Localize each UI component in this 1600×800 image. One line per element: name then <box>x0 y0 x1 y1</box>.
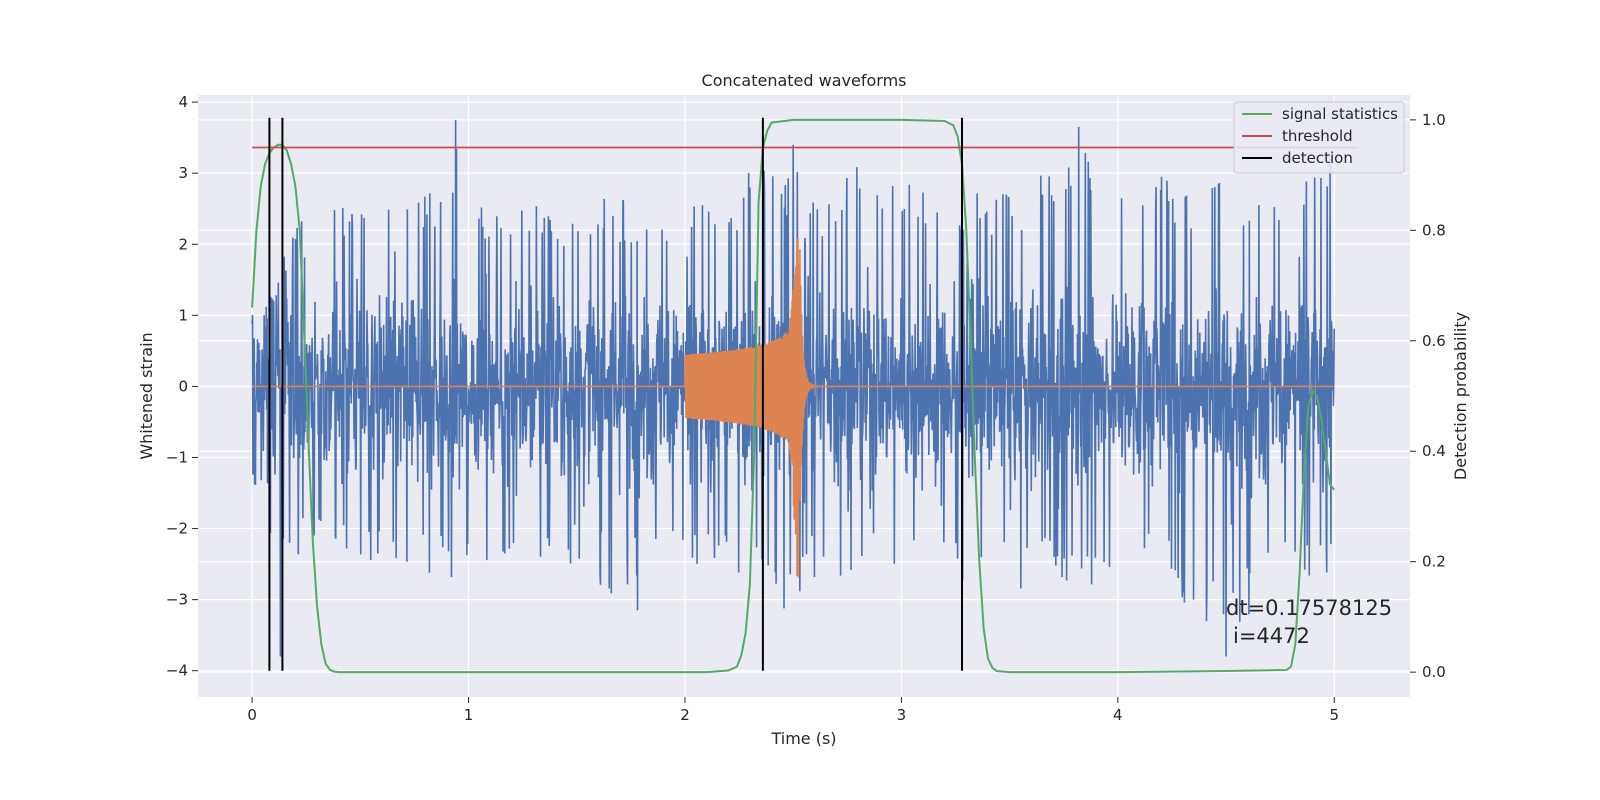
x-tick-label: 4 <box>1113 706 1123 724</box>
x-tick-label: 3 <box>897 706 907 724</box>
y-tick-label: −3 <box>166 591 188 609</box>
signal-statistics-line <box>251 118 1336 674</box>
y2-tick-label: 0.8 <box>1422 221 1446 239</box>
x-tick-label: 1 <box>464 706 474 724</box>
y2-tick-label: 0.2 <box>1422 553 1446 571</box>
y-tick-label: 0 <box>178 377 188 395</box>
strain-noise-line <box>251 119 1336 657</box>
legend: signal statistics threshold detection <box>1233 101 1405 174</box>
y2-tick-label: 0.0 <box>1422 663 1446 681</box>
y2-tick-label: 0.6 <box>1422 332 1446 350</box>
chart-title: Concatenated waveforms <box>702 71 907 90</box>
y2-tick-label: 0.4 <box>1422 442 1446 460</box>
legend-box <box>1233 101 1405 174</box>
y-tick-label: 3 <box>178 164 188 182</box>
y-tick-label: 2 <box>178 235 188 253</box>
probability-series-layer <box>251 117 1356 674</box>
annotation-index: i=4472 <box>1233 624 1310 648</box>
x-axis-title: Time (s) <box>770 729 836 748</box>
x-tick-label: 5 <box>1329 706 1339 724</box>
y2-tick-label: 1.0 <box>1422 111 1446 129</box>
y-tick-label: −4 <box>166 662 188 680</box>
y-axis-title: Whitened strain <box>137 332 156 459</box>
legend-label-threshold: threshold <box>1282 127 1353 145</box>
y2-axis-title: Detection probability <box>1451 312 1470 480</box>
annotation-dt: dt=0.17578125 <box>1226 596 1392 620</box>
strain-chirp-line <box>252 237 1335 578</box>
y-tick-label: 1 <box>178 306 188 324</box>
y-tick-label: −1 <box>166 448 188 466</box>
axes-layer: 0 1 2 3 4 5 −4 −3 −2 −1 0 1 2 3 4 0.0 0.2 0.4 0.6 0.8 1.0 <box>166 93 1446 724</box>
strain-series-layer <box>251 119 1336 657</box>
y-tick-label: 4 <box>178 93 188 111</box>
legend-label-detection: detection <box>1282 149 1353 167</box>
legend-label-signal-statistics: signal statistics <box>1282 105 1398 123</box>
x-tick-label: 0 <box>247 706 257 724</box>
x-tick-label: 2 <box>680 706 690 724</box>
y-tick-label: −2 <box>166 520 188 538</box>
